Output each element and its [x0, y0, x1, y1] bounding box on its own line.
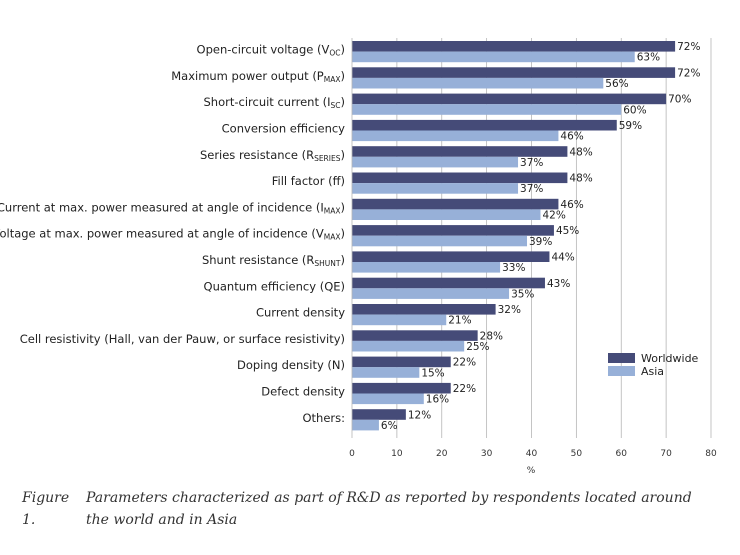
value-label: 12%	[408, 409, 431, 421]
bar-asia	[352, 235, 528, 247]
category-label: Maximum power output (PMAX)	[171, 69, 345, 84]
value-label: 46%	[560, 199, 583, 211]
category-label: Voltage at max. power measured at angle …	[0, 227, 345, 242]
bar-asia	[352, 209, 541, 220]
value-label: 70%	[668, 94, 691, 106]
value-label: 33%	[502, 262, 525, 274]
x-tick-label: 40	[526, 449, 538, 459]
value-label: 63%	[637, 52, 660, 64]
category-label: Current at max. power measured at angle …	[0, 200, 345, 215]
legend-label-worldwide: Worldwide	[641, 352, 699, 365]
bar-asia	[352, 419, 379, 431]
category-label: Quantum efficiency (QE)	[204, 279, 345, 293]
bar-worldwide	[352, 119, 617, 131]
value-label: 46%	[560, 131, 583, 143]
value-label: 37%	[520, 183, 543, 195]
bar-asia	[352, 51, 635, 63]
value-label: 35%	[511, 288, 534, 300]
bar-worldwide	[352, 356, 451, 368]
bar-asia	[352, 314, 447, 326]
value-label: 44%	[551, 252, 574, 264]
value-label: 6%	[381, 420, 398, 432]
value-label: 16%	[426, 394, 449, 406]
value-label: 43%	[547, 278, 570, 290]
legend-swatch-worldwide	[608, 353, 635, 363]
value-label: 21%	[448, 315, 471, 327]
x-tick-label: 0	[349, 449, 355, 459]
x-tick-label: 80	[705, 449, 717, 459]
x-tick-label: 20	[436, 449, 448, 459]
x-tick-label: 50	[571, 449, 583, 459]
bar-worldwide	[352, 67, 676, 78]
bar-asia	[352, 156, 519, 168]
bar-asia	[352, 183, 519, 194]
bar-asia	[352, 130, 559, 142]
category-label: Others:	[302, 411, 345, 425]
x-tick-label: 30	[481, 449, 493, 459]
legend-label-asia: Asia	[641, 365, 664, 378]
value-label: 22%	[453, 357, 476, 369]
bars	[352, 41, 676, 431]
legend-swatch-asia	[608, 366, 635, 376]
value-label: 45%	[556, 225, 579, 237]
value-label: 56%	[605, 78, 628, 90]
value-label: 42%	[542, 210, 565, 222]
bar-asia	[352, 104, 622, 115]
bar-worldwide	[352, 41, 676, 52]
bar-worldwide	[352, 304, 496, 315]
category-label: Series resistance (RSERIES)	[200, 148, 345, 163]
value-label: 15%	[421, 367, 444, 379]
bar-asia	[352, 367, 420, 378]
category-label: Open-circuit voltage (VOC)	[197, 43, 345, 58]
caption-number: Figure 1.	[22, 490, 70, 528]
value-label: 60%	[623, 104, 646, 116]
category-label: Shunt resistance (RSHUNT)	[202, 253, 345, 268]
category-label: Defect density	[261, 385, 345, 399]
bar-worldwide	[352, 277, 545, 289]
x-axis: 0 10 20 30 40 50 60 70 80%	[349, 38, 717, 476]
value-label: 25%	[466, 341, 489, 353]
bar-asia	[352, 340, 465, 352]
category-label: Short-circuit current (ISC)	[204, 95, 346, 110]
bar-worldwide	[352, 172, 568, 184]
value-label: 37%	[520, 157, 543, 169]
bar-asia	[352, 262, 501, 273]
category-label: Conversion efficiency	[222, 122, 346, 136]
category-label: Doping density (N)	[237, 358, 345, 372]
value-label: 39%	[529, 236, 552, 248]
bar-worldwide	[352, 330, 478, 341]
bar-worldwide	[352, 251, 550, 262]
x-tick-label: 10	[391, 449, 403, 459]
bar-worldwide	[352, 382, 451, 394]
category-label: Fill factor (ff)	[272, 174, 345, 188]
bar-worldwide	[352, 93, 667, 105]
x-axis-label: %	[527, 466, 536, 476]
bar-worldwide	[352, 146, 568, 157]
category-label: Current density	[256, 306, 345, 320]
bar-worldwide	[352, 198, 559, 210]
x-tick-label: 70	[660, 449, 672, 459]
x-tick-label: 60	[616, 449, 628, 459]
value-label: 48%	[569, 173, 592, 185]
value-label: 72%	[677, 41, 700, 53]
bar-asia	[352, 288, 510, 299]
value-label: 59%	[619, 120, 642, 132]
bar-worldwide	[352, 409, 406, 420]
value-label: 22%	[453, 383, 476, 395]
labels: Open-circuit voltage (VOC) 72% 63% Maximum …	[0, 41, 700, 432]
value-label: 28%	[480, 330, 503, 342]
value-label: 32%	[498, 304, 521, 316]
category-label: Cell resistivity (Hall, van der Pauw, or…	[20, 332, 345, 346]
value-label: 72%	[677, 67, 700, 79]
bar-asia	[352, 393, 424, 405]
bar-worldwide	[352, 225, 554, 236]
caption-text: Parameters characterized as part of R&D …	[86, 490, 692, 528]
value-label: 48%	[569, 146, 592, 158]
figure-caption: Figure 1. Parameters characterized as par…	[22, 487, 722, 531]
bar-asia	[352, 77, 604, 89]
